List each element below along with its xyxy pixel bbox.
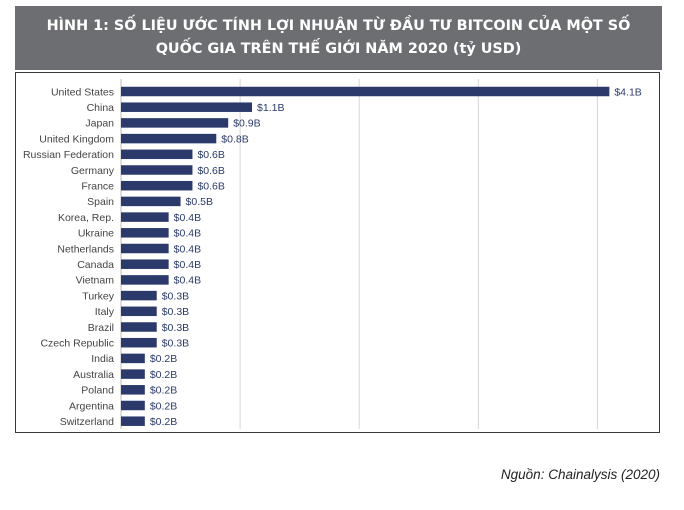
bar <box>121 180 193 191</box>
source-note: Nguồn: Chainalysis (2020) <box>500 467 660 482</box>
bar <box>121 118 229 128</box>
chart-title-bar: HÌNH 1: SỐ LIỆU ƯỚC TÍNH LỢI NHUẬN TỪ ĐẦ… <box>15 6 662 70</box>
chart-title-line-1: HÌNH 1: SỐ LIỆU ƯỚC TÍNH LỢI NHUẬN TỪ ĐẦ… <box>46 18 631 34</box>
data-label: $4.1B <box>614 86 641 98</box>
data-label: $0.4B <box>174 275 201 287</box>
bar <box>121 416 145 426</box>
bar <box>121 385 145 395</box>
bar <box>121 353 145 364</box>
bar <box>121 369 145 379</box>
category-label: Czech Republic <box>40 338 114 350</box>
data-label: $0.8B <box>221 133 248 145</box>
chart-title-line-2: QUỐC GIA TRÊN THẾ GIỚI NĂM 2020 (tỷ USD) <box>155 41 522 57</box>
bar <box>121 165 193 175</box>
bar <box>121 149 193 160</box>
bar <box>121 102 253 112</box>
data-label: $1.1B <box>257 102 284 114</box>
data-label: $0.6B <box>197 149 224 161</box>
category-label: France <box>81 181 114 193</box>
data-label: $0.5B <box>186 196 213 208</box>
data-label: $0.4B <box>174 212 201 224</box>
bar <box>121 290 157 301</box>
bar <box>121 243 169 254</box>
data-label: $0.2B <box>150 385 177 397</box>
category-label: China <box>87 102 115 114</box>
data-label: $0.4B <box>174 243 201 255</box>
data-label: $0.6B <box>197 165 224 177</box>
category-label: Netherlands <box>57 243 114 255</box>
data-label: $0.2B <box>150 369 177 381</box>
bar-chart: United States $4.1B China $1.1B Japan $0.9B Un… <box>23 79 642 429</box>
category-label: Spain <box>87 196 114 208</box>
data-label: $0.3B <box>162 290 189 302</box>
data-label: $0.6B <box>197 181 224 193</box>
category-label: Australia <box>73 369 114 381</box>
data-label: $0.3B <box>162 306 189 318</box>
bar <box>121 133 217 144</box>
bar <box>121 259 169 269</box>
category-label: Poland <box>81 385 114 397</box>
bar <box>121 400 145 411</box>
data-label: $0.4B <box>174 259 201 271</box>
bar <box>121 275 169 285</box>
bar <box>121 86 610 97</box>
bar <box>121 337 157 348</box>
category-label: Vietnam <box>76 275 115 287</box>
category-label: Germany <box>71 165 115 177</box>
data-label: $0.3B <box>162 338 189 350</box>
bar <box>121 228 169 238</box>
category-label: Japan <box>85 118 114 130</box>
category-label: Turkey <box>82 290 114 302</box>
category-label: Brazil <box>88 322 114 334</box>
category-label: Russian Federation <box>23 149 114 161</box>
category-label: Italy <box>95 306 115 318</box>
category-label: Korea, Rep. <box>58 212 114 224</box>
data-label: $0.9B <box>233 118 260 130</box>
bar <box>121 212 169 222</box>
bar <box>121 306 157 317</box>
category-label: United States <box>51 86 114 98</box>
category-label: Canada <box>77 259 114 271</box>
data-label: $0.2B <box>150 400 177 412</box>
data-label: $0.2B <box>150 353 177 365</box>
category-label: India <box>91 353 114 365</box>
bar <box>121 322 157 332</box>
category-label: United Kingdom <box>39 133 114 145</box>
bar <box>121 196 181 207</box>
chart-frame: United States $4.1B China $1.1B Japan $0.9B Un… <box>15 72 660 433</box>
data-label: $0.2B <box>150 416 177 428</box>
data-label: $0.3B <box>162 322 189 334</box>
data-label: $0.4B <box>174 228 201 240</box>
category-label: Argentina <box>69 400 114 412</box>
category-label: Ukraine <box>78 228 114 240</box>
category-label: Switzerland <box>60 416 114 428</box>
